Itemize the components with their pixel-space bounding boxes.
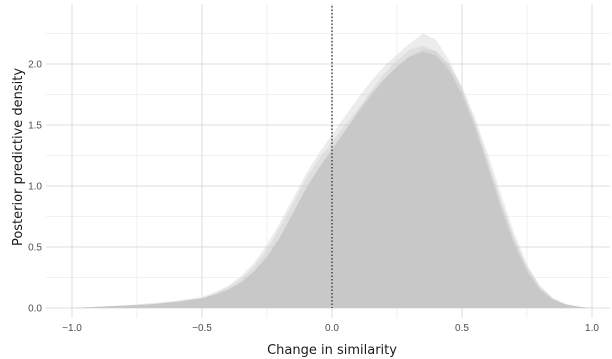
y-tick-label: 2.0 bbox=[28, 60, 42, 71]
x-tick-label: 0.0 bbox=[325, 323, 339, 334]
density-area-3 bbox=[72, 45, 592, 308]
x-tick-label: 1.0 bbox=[585, 323, 599, 334]
tick-labels: −1.0 −0.5 0.0 0.5 1.0 0.0 0.5 1.0 1.5 2.0 bbox=[28, 60, 599, 335]
y-tick-label: 0.5 bbox=[28, 243, 42, 254]
density-area-1 bbox=[72, 51, 592, 309]
y-tick-label: 0.0 bbox=[28, 304, 42, 315]
y-tick-label: 1.0 bbox=[28, 182, 42, 193]
x-tick-label: −0.5 bbox=[192, 323, 212, 334]
y-tick-label: 1.5 bbox=[28, 121, 42, 132]
y-axis-title: Posterior predictive density bbox=[11, 68, 26, 246]
x-tick-label: 0.5 bbox=[455, 323, 469, 334]
x-axis-title: Change in similarity bbox=[267, 343, 397, 358]
x-tick-label: −1.0 bbox=[62, 323, 82, 334]
